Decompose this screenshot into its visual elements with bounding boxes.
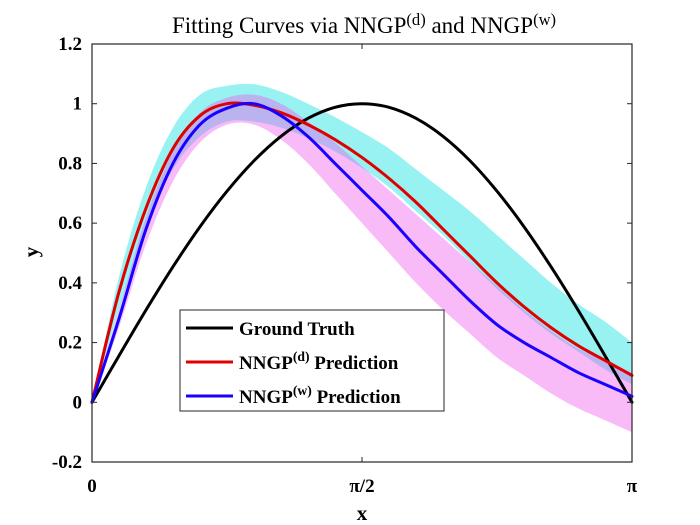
y-tick-label: 1.2 — [58, 34, 82, 55]
y-tick-label: 0.2 — [58, 333, 82, 354]
y-tick-label: 0.4 — [58, 273, 82, 294]
superscript-text: (d) — [293, 349, 310, 365]
legend-label: NNGP(d) Prediction — [239, 349, 399, 374]
x-tick-label: 0 — [87, 476, 97, 497]
text-segment: Prediction — [312, 387, 401, 408]
nngp-w-prediction-line — [90, 101, 634, 404]
text-segment: NNGP — [239, 353, 293, 374]
y-axis-label: y — [19, 246, 43, 257]
x-tick-label: π — [627, 476, 638, 497]
x-axis-label: x — [357, 501, 368, 525]
y-tick-label: 0 — [73, 392, 83, 413]
y-tick-label: 1 — [73, 94, 83, 115]
legend-entry-nngp-d: NNGP(d) Prediction — [186, 349, 399, 374]
confidence-bands — [92, 83, 632, 433]
text-segment: NNGP — [239, 387, 293, 408]
superscript-text: (w) — [533, 10, 556, 29]
legend-entry-nngp-w: NNGP(w) Prediction — [186, 383, 401, 408]
confidence-band-nngp-d — [92, 83, 632, 403]
text-segment: Fitting Curves via NNGP — [172, 13, 406, 38]
legend-label: NNGP(w) Prediction — [239, 383, 401, 408]
legend-label: Ground Truth — [239, 319, 355, 340]
text-segment: and NNGP — [426, 13, 533, 38]
axis-ticks: -0.200.20.40.60.811.20 π/2 π — [52, 34, 638, 497]
chart-title: Fitting Curves via NNGP(d) and NNGP(w) — [172, 10, 556, 38]
superscript-text: (w) — [293, 383, 312, 399]
series-lines — [90, 101, 634, 404]
text-segment: Prediction — [310, 353, 399, 374]
superscript-text: (d) — [406, 10, 425, 29]
y-tick-label: -0.2 — [52, 452, 82, 473]
y-tick-label: 0.8 — [58, 153, 82, 174]
x-tick-label: π/2 — [349, 476, 374, 497]
ground-truth-line — [90, 102, 634, 404]
nngp-d-prediction-line — [90, 101, 634, 404]
y-tick-label: 0.6 — [58, 213, 82, 234]
confidence-band-nngp-w — [92, 94, 632, 433]
legend-entry-ground-truth: Ground Truth — [186, 319, 355, 340]
